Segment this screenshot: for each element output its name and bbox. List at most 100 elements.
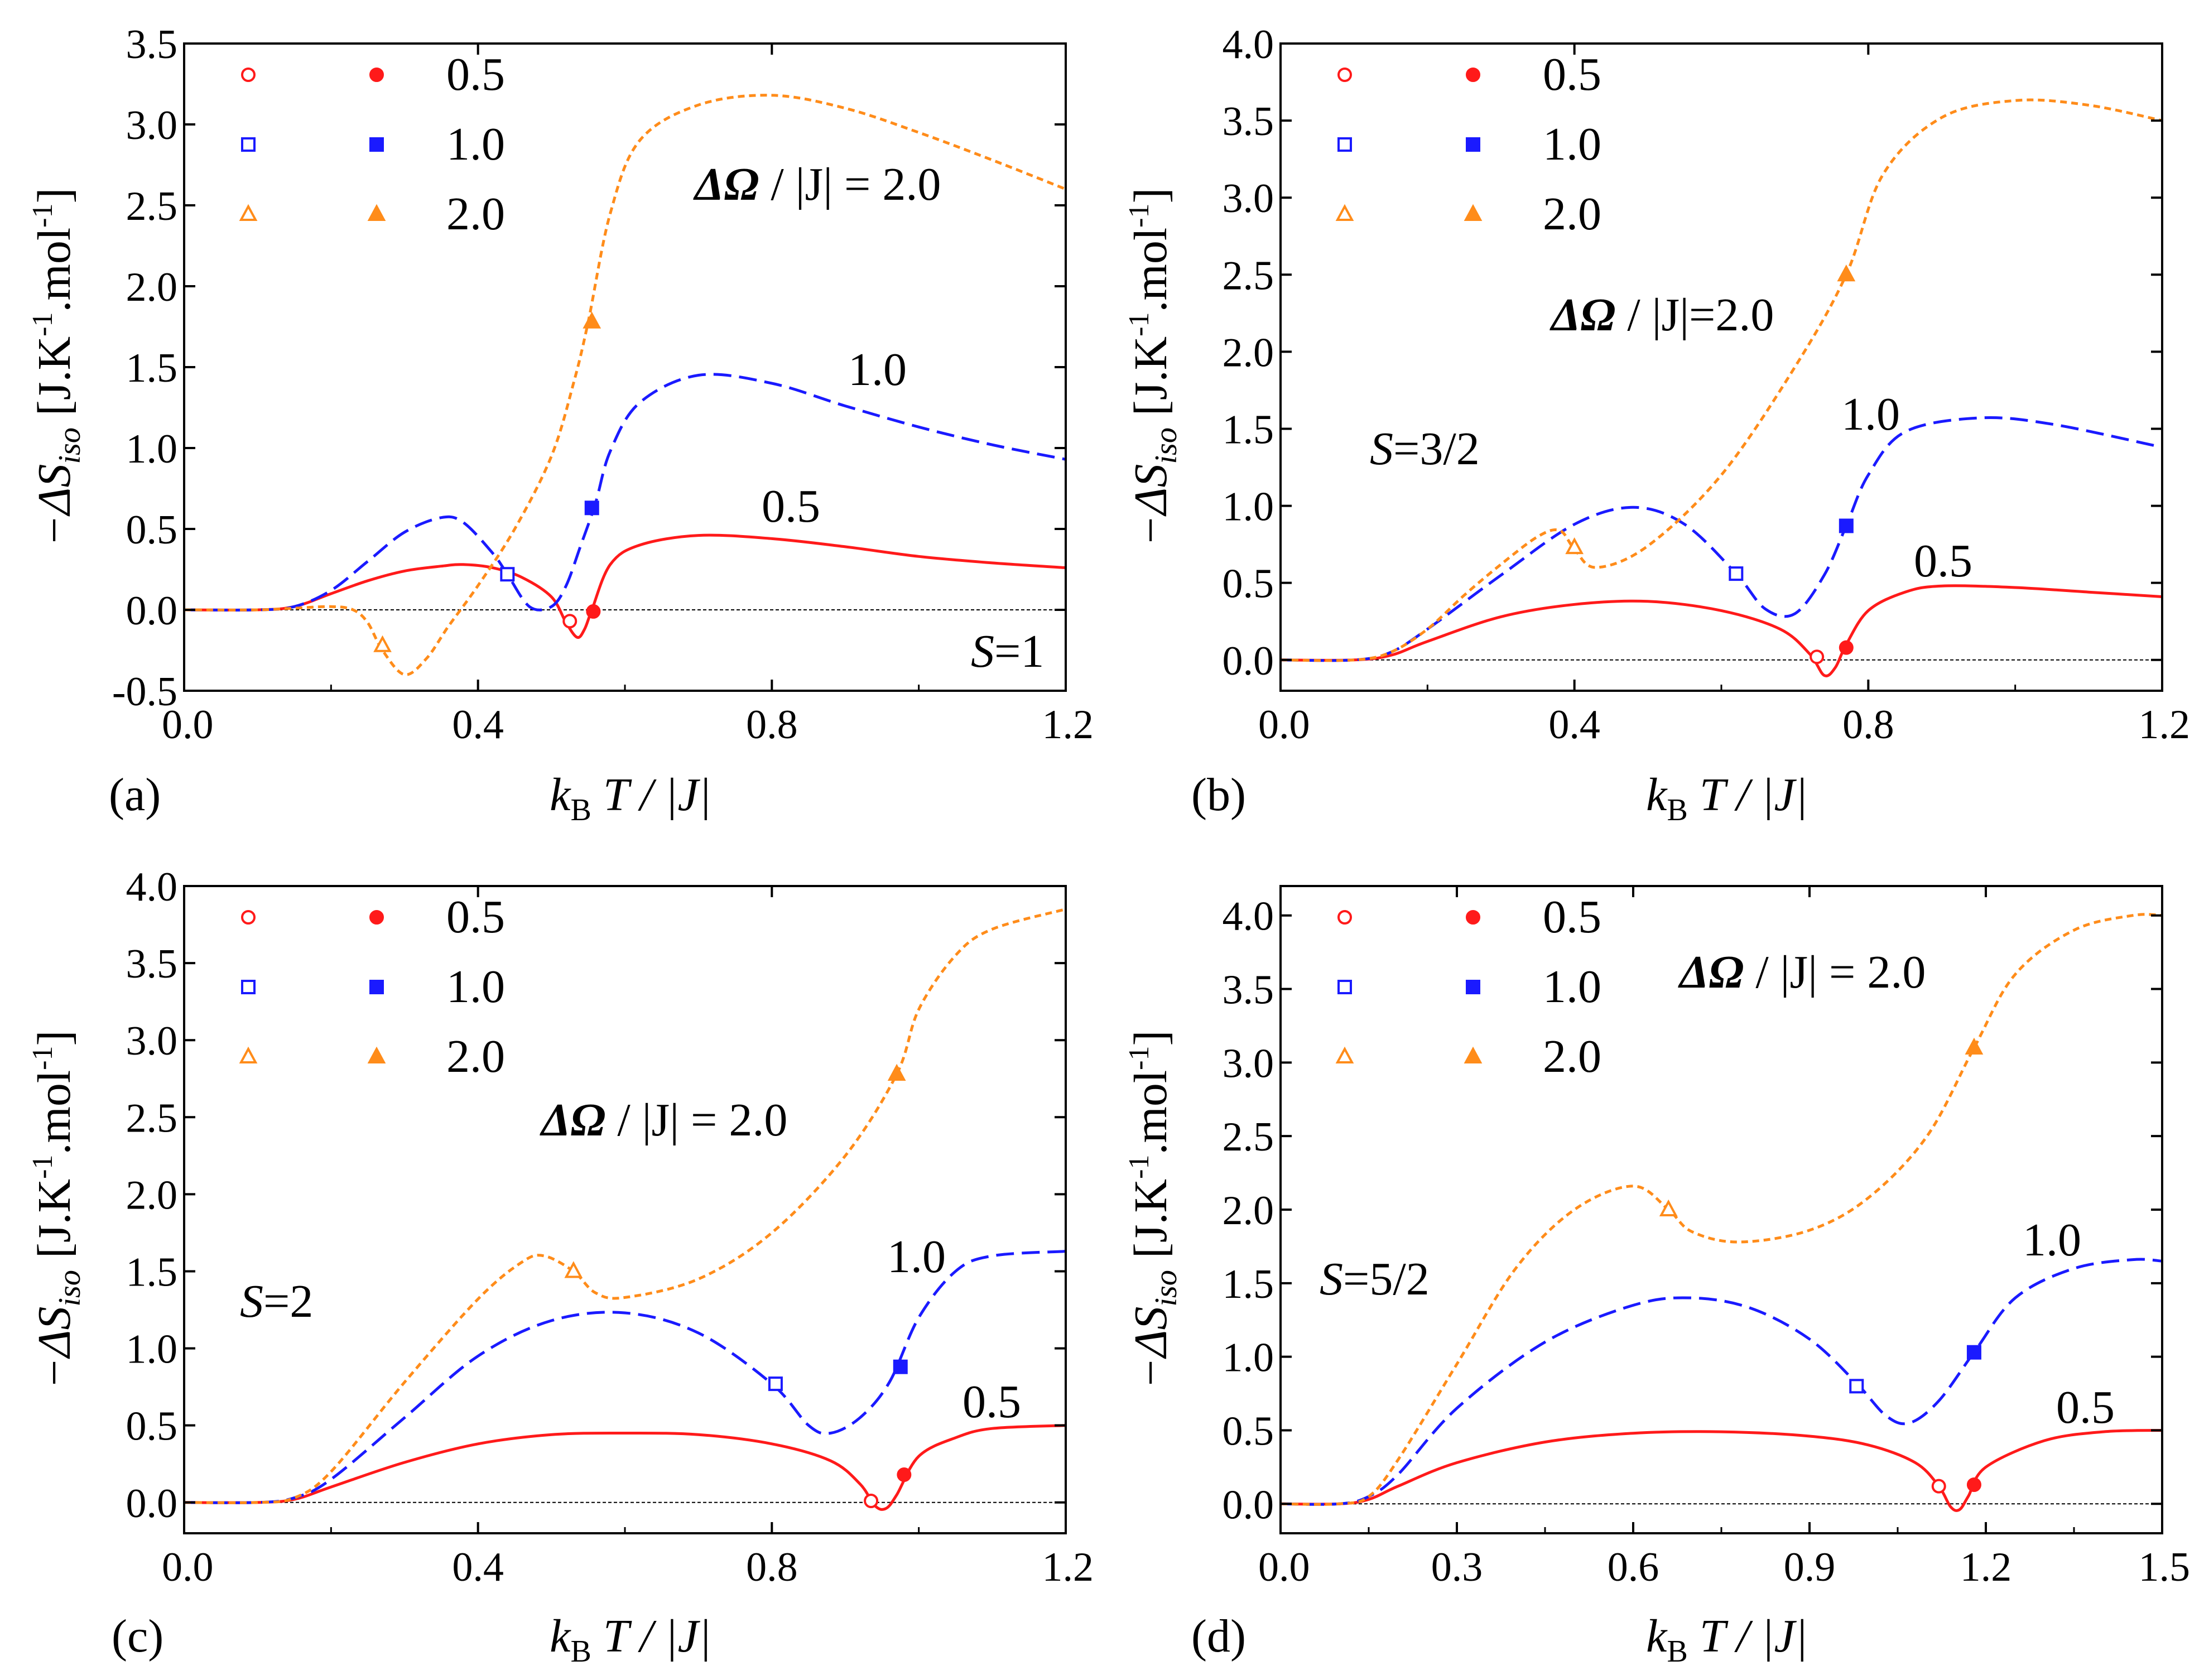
y-tick-label: 1.0 bbox=[126, 1327, 178, 1373]
y-tick-label: 1.5 bbox=[1223, 1262, 1274, 1307]
x-tick-label: 0.0 bbox=[162, 1544, 214, 1590]
panel-c: 0.0 0.4 0.8 1.2 0.0 0.5 1.0 1.5 2.0 2.5 3.0 3.5 4.0 k… bbox=[27, 864, 1094, 1669]
panel-label: (c) bbox=[112, 1610, 163, 1662]
filled-marker-s10 bbox=[1966, 1345, 1981, 1360]
y-tick-label: 0.5 bbox=[126, 1404, 178, 1450]
x-tick-label: 1.2 bbox=[1960, 1544, 2012, 1590]
y-tick-label: 3.0 bbox=[126, 1018, 178, 1064]
legend-open-marker bbox=[241, 980, 256, 994]
series-line-s20 bbox=[1281, 98, 2162, 662]
legend-open-marker bbox=[241, 68, 256, 82]
y-tick-label: 2.5 bbox=[1223, 1114, 1274, 1160]
series-line-s10 bbox=[1281, 416, 2162, 662]
y-tick-label: 1.0 bbox=[126, 426, 178, 472]
x-tick-label: 0.4 bbox=[452, 1544, 504, 1590]
curve-label-0.5: 0.5 bbox=[963, 1376, 1021, 1428]
y-tick-label: 1.0 bbox=[1223, 484, 1274, 530]
y-tick-label: 0.5 bbox=[126, 507, 178, 553]
legend-open-marker bbox=[1337, 980, 1352, 994]
y-tick-label: 1.0 bbox=[1223, 1335, 1274, 1381]
y-axis-label: −ΔSiso [J.K-1.mol-1] bbox=[27, 188, 87, 547]
axes-frame bbox=[1279, 42, 2163, 692]
open-marker-s20 bbox=[564, 1261, 583, 1278]
legend-label: 1.0 bbox=[446, 961, 505, 1013]
x-tick-label: 0.4 bbox=[452, 702, 504, 748]
filled-marker-s20 bbox=[1965, 1037, 1984, 1055]
x-tick-label: 0.8 bbox=[746, 702, 798, 748]
y-tick-label: 1.5 bbox=[1223, 407, 1274, 453]
series-line-s05 bbox=[184, 533, 1066, 639]
legend-filled-marker bbox=[1464, 1046, 1483, 1063]
filled-marker-s10 bbox=[1839, 518, 1854, 533]
legend-label: 2.0 bbox=[446, 1031, 505, 1082]
spin-label: S=3/2 bbox=[1370, 423, 1480, 475]
panel-d: 0.0 0.3 0.6 0.9 1.2 1.5 0.0 0.5 1.0 1.5 2.0 2.5 3.0 3… bbox=[1123, 885, 2190, 1669]
x-tick-label: 0.8 bbox=[1842, 702, 1894, 748]
curve-label-1.0: 1.0 bbox=[848, 344, 907, 396]
legend-open-marker bbox=[1337, 137, 1352, 152]
x-tick-label: 0.0 bbox=[162, 702, 214, 748]
open-marker-s10 bbox=[500, 567, 515, 582]
series-line-s10 bbox=[184, 373, 1066, 612]
y-tick-label: 1.5 bbox=[126, 345, 178, 391]
legend-label: 0.5 bbox=[446, 49, 505, 100]
y-tick-label: 3.5 bbox=[1223, 99, 1274, 145]
series-line-s05 bbox=[1281, 1429, 2162, 1512]
legend-open-marker bbox=[239, 1046, 258, 1063]
series-line-s10 bbox=[184, 1250, 1066, 1504]
y-tick-label: 4.0 bbox=[126, 864, 178, 910]
y-tick-label: 0.0 bbox=[126, 1481, 178, 1527]
filled-marker-s05 bbox=[897, 1467, 912, 1482]
panel-b: 0.0 0.4 0.8 1.2 0.0 0.5 1.0 1.5 2.0 2.5 3.0 3.5 4.0 k… bbox=[1123, 22, 2190, 827]
delta-omega-annotation: ΔΩ / |J|=2.0 bbox=[1549, 289, 1774, 341]
y-tick-label: 3.5 bbox=[1223, 967, 1274, 1013]
legend-open-marker bbox=[1337, 910, 1352, 925]
open-marker-s20 bbox=[1565, 537, 1584, 555]
legend-open-marker bbox=[239, 204, 258, 221]
legend-filled-marker bbox=[369, 68, 384, 82]
panel-label: (b) bbox=[1191, 769, 1246, 821]
y-tick-label: 2.0 bbox=[1223, 1188, 1274, 1234]
open-marker-s05 bbox=[1931, 1479, 1946, 1494]
spin-label: S=1 bbox=[971, 625, 1044, 677]
legend-filled-marker bbox=[1466, 137, 1480, 152]
panel-label: (d) bbox=[1191, 1610, 1246, 1662]
x-tick-label: 0.6 bbox=[1608, 1544, 1659, 1590]
legend-filled-marker bbox=[369, 910, 384, 925]
y-tick-label: 0.0 bbox=[1223, 638, 1274, 684]
series-line-s20 bbox=[184, 907, 1066, 1504]
open-marker-s05 bbox=[1810, 649, 1825, 665]
y-tick-label: 3.0 bbox=[1223, 176, 1274, 222]
legend-open-marker bbox=[241, 910, 256, 925]
svg-text:−ΔSiso [J.K-1.mol-1]: −ΔSiso [J.K-1.mol-1] bbox=[27, 1031, 87, 1389]
series-line-s05 bbox=[184, 1424, 1066, 1511]
open-marker-s10 bbox=[1849, 1379, 1864, 1394]
open-marker-s10 bbox=[1729, 566, 1744, 581]
x-axis-label: kB T / |J| bbox=[550, 769, 711, 827]
curve-label-1.0: 1.0 bbox=[1841, 388, 1900, 440]
y-tick-label: -0.5 bbox=[112, 669, 177, 715]
legend-label: 0.5 bbox=[1543, 891, 1601, 943]
y-axis-label: −ΔSiso [J.K-1.mol-1] bbox=[27, 1031, 87, 1389]
y-tick-label: 2.0 bbox=[126, 1172, 178, 1218]
delta-omega-annotation: ΔΩ / |J| = 2.0 bbox=[540, 1094, 787, 1146]
y-tick-label: 1.5 bbox=[126, 1249, 178, 1295]
legend-filled-marker bbox=[369, 980, 384, 994]
y-tick-label: 4.0 bbox=[1223, 894, 1274, 940]
legend-filled-marker bbox=[369, 137, 384, 152]
legend-label: 2.0 bbox=[1543, 188, 1601, 240]
x-tick-label: 1.2 bbox=[2139, 702, 2191, 748]
series-line-s20 bbox=[184, 94, 1066, 676]
series-line-s20 bbox=[1281, 913, 2162, 1506]
svg-text:−ΔSiso [J.K-1.mol-1]: −ΔSiso [J.K-1.mol-1] bbox=[1123, 1031, 1183, 1389]
x-axis-label: kB T / |J| bbox=[1646, 769, 1808, 827]
legend-open-marker bbox=[1335, 204, 1354, 221]
legend-label: 1.0 bbox=[446, 118, 505, 170]
delta-omega-annotation: ΔΩ / |J| = 2.0 bbox=[693, 158, 941, 210]
y-tick-label: 3.0 bbox=[1223, 1041, 1274, 1086]
y-tick-label: 0.0 bbox=[126, 588, 178, 634]
filled-marker-s05 bbox=[1966, 1477, 1981, 1492]
filled-marker-s10 bbox=[584, 500, 599, 516]
legend-label: 1.0 bbox=[1543, 961, 1601, 1013]
series-line-s10 bbox=[1281, 1258, 2162, 1506]
